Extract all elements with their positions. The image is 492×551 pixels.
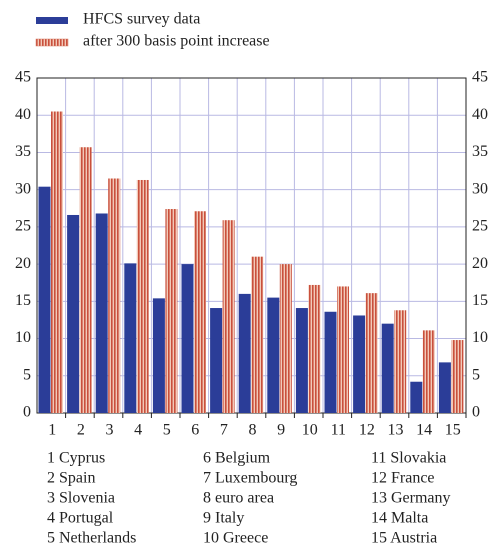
bar xyxy=(295,308,308,413)
y-tick-label: 0 xyxy=(23,404,31,421)
country-key: 9 Italy xyxy=(203,510,244,527)
bar xyxy=(410,381,423,413)
y2-tick-label: 40 xyxy=(472,106,488,123)
bar xyxy=(279,264,292,413)
country-key: 8 euro area xyxy=(203,490,274,507)
bar xyxy=(451,340,464,413)
country-key: 1 Cyprus xyxy=(47,450,105,467)
x-tick-label: 1 xyxy=(48,422,56,439)
x-tick-label: 8 xyxy=(249,422,257,439)
bar xyxy=(251,256,264,413)
bar xyxy=(165,209,178,413)
x-tick-label: 4 xyxy=(134,422,142,439)
x-tick-label: 7 xyxy=(220,422,228,439)
y-tick-label: 35 xyxy=(15,143,31,160)
y-tick-label: 25 xyxy=(15,218,31,235)
legend-swatch xyxy=(36,17,68,24)
y2-tick-label: 10 xyxy=(472,329,488,346)
legend-label: HFCS survey data xyxy=(83,11,200,28)
country-key: 7 Luxembourg xyxy=(203,470,297,487)
x-tick-label: 3 xyxy=(106,422,114,439)
country-key: 2 Spain xyxy=(47,470,95,487)
country-key: 13 Germany xyxy=(371,490,451,507)
bar xyxy=(438,362,451,413)
y-tick-label: 20 xyxy=(15,255,31,272)
bar xyxy=(365,293,378,413)
x-tick-label: 6 xyxy=(191,422,199,439)
bar xyxy=(381,323,394,413)
bar xyxy=(210,308,223,413)
bar xyxy=(136,179,149,413)
bar xyxy=(108,178,121,413)
bar xyxy=(238,293,251,413)
country-key: 4 Portugal xyxy=(47,510,114,527)
country-key: 5 Netherlands xyxy=(47,530,136,547)
bar xyxy=(67,214,80,413)
bar xyxy=(124,263,137,413)
bar xyxy=(267,297,280,413)
country-key: 15 Austria xyxy=(371,530,437,547)
y2-tick-label: 5 xyxy=(472,366,480,383)
y-tick-label: 30 xyxy=(15,180,31,197)
bar xyxy=(394,310,407,413)
bar xyxy=(79,147,92,413)
y2-tick-label: 45 xyxy=(472,69,488,86)
x-tick-label: 12 xyxy=(359,422,375,439)
x-tick-label: 10 xyxy=(302,422,318,439)
x-tick-label: 2 xyxy=(77,422,85,439)
bar xyxy=(51,111,63,413)
bar xyxy=(95,213,108,413)
country-key: 3 Slovenia xyxy=(47,490,115,507)
y-tick-label: 10 xyxy=(15,329,31,346)
bar xyxy=(152,298,165,413)
y-tick-label: 15 xyxy=(15,292,31,309)
bar xyxy=(422,330,435,413)
x-tick-label: 14 xyxy=(416,422,432,439)
y2-tick-label: 30 xyxy=(472,180,488,197)
y-tick-label: 5 xyxy=(23,366,31,383)
y2-tick-label: 25 xyxy=(472,218,488,235)
x-tick-label: 9 xyxy=(277,422,285,439)
bar xyxy=(308,284,321,413)
bar xyxy=(324,311,337,413)
bar xyxy=(337,286,349,413)
y2-tick-label: 0 xyxy=(472,404,480,421)
y2-tick-label: 20 xyxy=(472,255,488,272)
x-tick-label: 15 xyxy=(445,422,461,439)
y-tick-label: 45 xyxy=(15,69,31,86)
x-tick-label: 13 xyxy=(388,422,404,439)
legend-label: after 300 basis point increase xyxy=(83,33,270,50)
bar xyxy=(222,220,235,413)
y2-tick-label: 15 xyxy=(472,292,488,309)
bar xyxy=(353,315,366,413)
y2-tick-label: 35 xyxy=(472,143,488,160)
bar xyxy=(194,211,206,413)
country-key: 12 France xyxy=(371,470,435,487)
country-key: 11 Slovakia xyxy=(371,450,446,467)
x-tick-label: 11 xyxy=(331,422,346,439)
bar xyxy=(181,264,194,413)
y-tick-label: 40 xyxy=(15,106,31,123)
country-key: 14 Malta xyxy=(371,510,428,527)
x-tick-label: 5 xyxy=(163,422,171,439)
bar xyxy=(38,186,51,413)
country-key: 10 Greece xyxy=(203,530,268,547)
legend-swatch xyxy=(35,38,69,47)
country-key: 6 Belgium xyxy=(203,450,271,467)
